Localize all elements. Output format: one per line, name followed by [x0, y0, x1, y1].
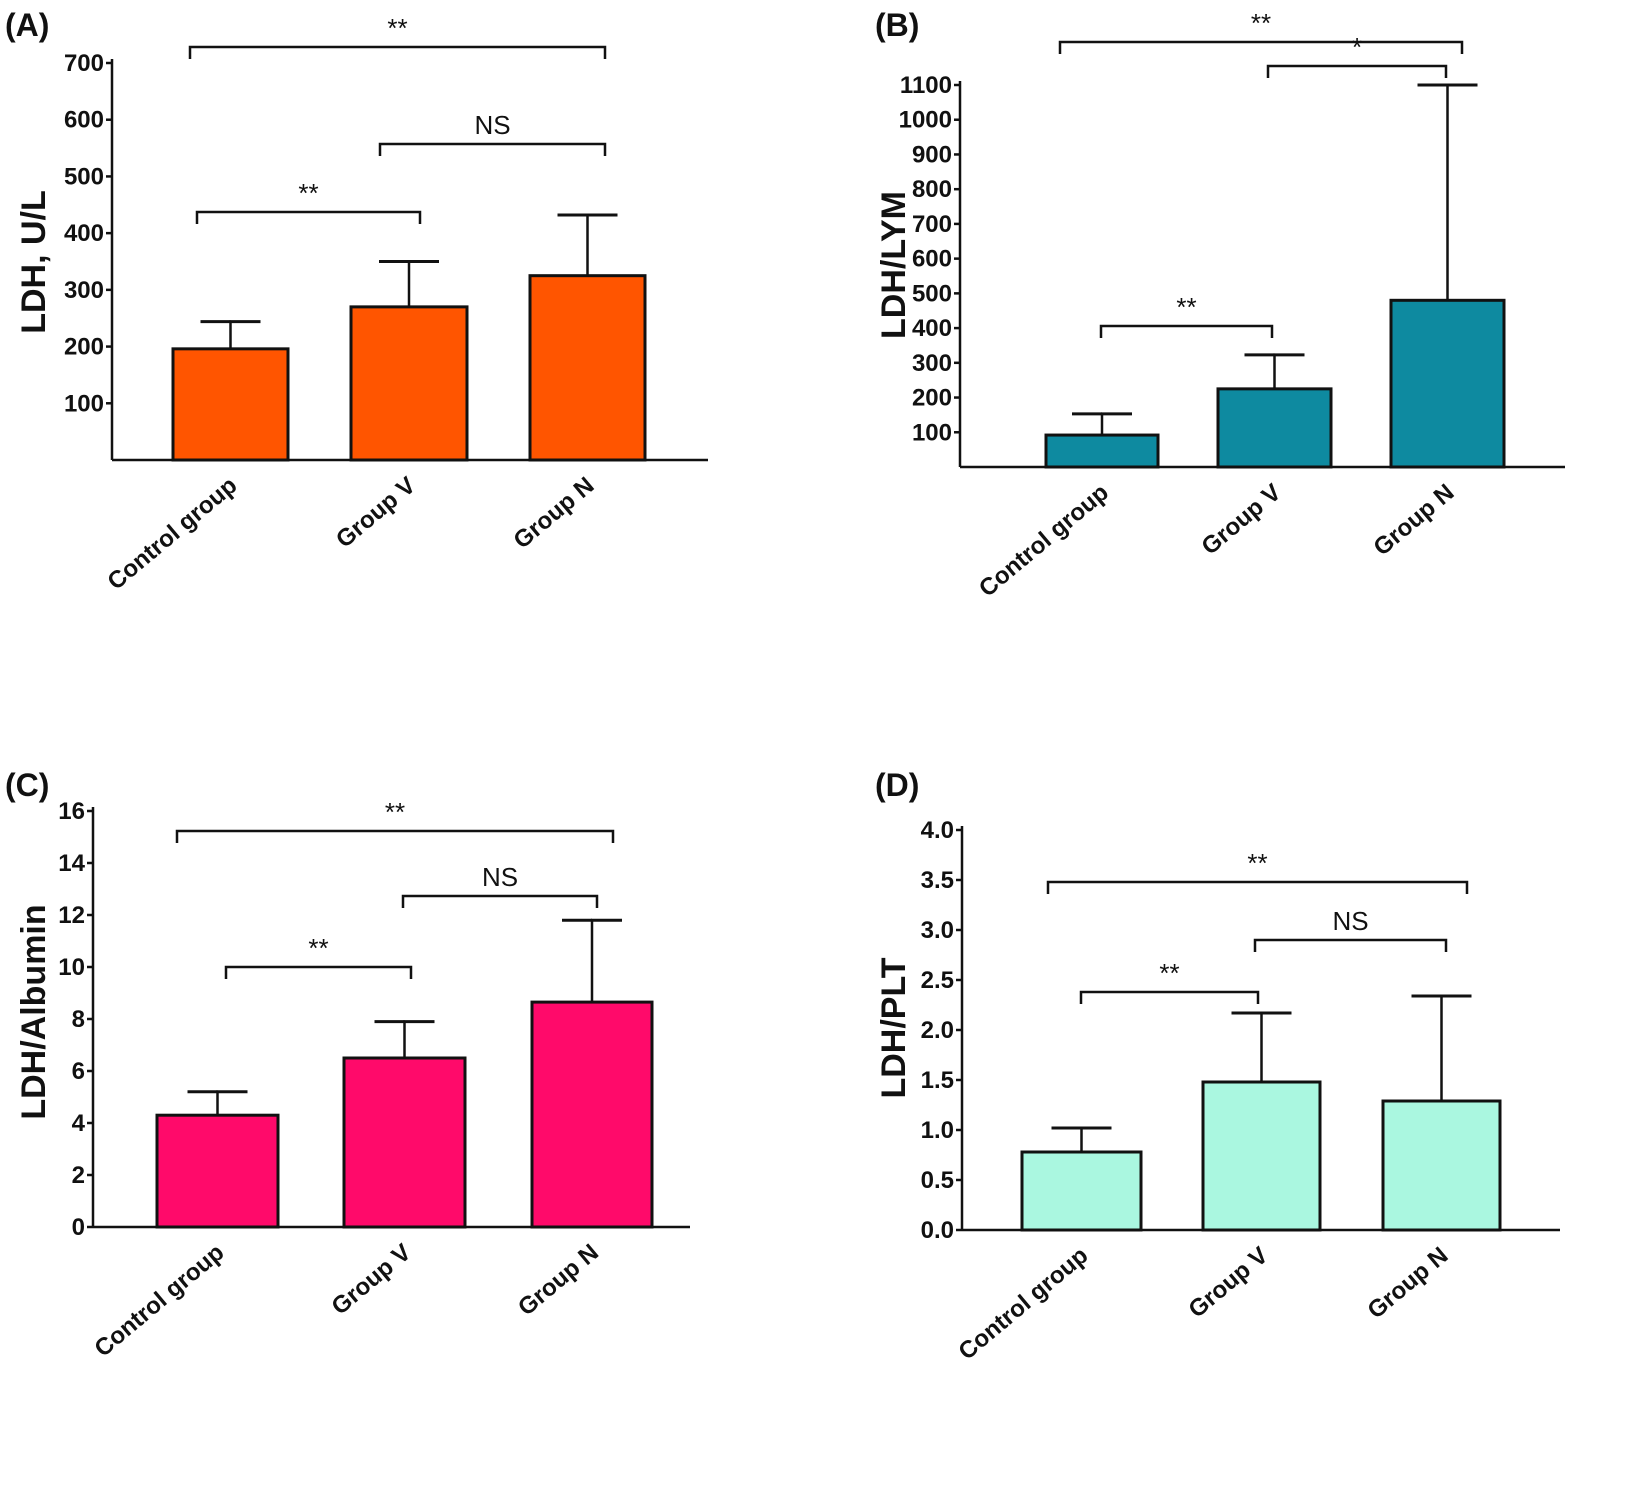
y-tick-label: 200	[912, 385, 952, 412]
x-category-label: Group V	[1196, 479, 1286, 561]
y-tick-label: 16	[58, 798, 85, 825]
panel-b: (B) LDH/LYM 100 200 300 400 500 600 700 800 900 100…	[875, 7, 1565, 602]
significance-label: NS	[1332, 906, 1368, 936]
y-axis-label: LDH/PLT	[875, 957, 913, 1098]
x-category-label: Control group	[102, 472, 242, 596]
significance-bracket	[1079, 990, 1260, 1004]
y-tick-label: 1.5	[921, 1067, 954, 1094]
y-tick-label: 600	[64, 107, 104, 134]
y-tick-label: 400	[912, 315, 952, 342]
y-tick-label: 100	[64, 390, 104, 417]
significance-label: **	[308, 933, 328, 963]
significance-label: **	[387, 13, 407, 43]
panel-label: (D)	[875, 767, 919, 803]
x-category-label: Control group	[953, 1242, 1093, 1366]
y-tick-label: 4	[72, 1110, 86, 1137]
x-category-label: Control group	[89, 1239, 229, 1363]
x-category-label: Group N	[1368, 479, 1459, 561]
significance-bracket	[175, 829, 615, 843]
y-tick-label: 6	[72, 1058, 85, 1085]
significance-bracket	[1058, 40, 1464, 54]
y-tick-label: 0	[72, 1214, 85, 1241]
panel-label: (A)	[5, 7, 49, 43]
bar	[1381, 1099, 1502, 1232]
significance-bracket	[1099, 324, 1274, 338]
significance-label: **	[298, 178, 318, 208]
significance-bracket	[224, 965, 413, 979]
y-tick-label: 300	[912, 350, 952, 377]
y-tick-label: 12	[58, 902, 85, 929]
y-tick-label: 2.0	[921, 1017, 954, 1044]
x-category-label: Group V	[331, 472, 421, 554]
y-axis-label: LDH/Albumin	[15, 904, 53, 1119]
significance-label: **	[1176, 292, 1196, 322]
y-tick-label: 3.0	[921, 917, 954, 944]
y-tick-label: 800	[912, 176, 952, 203]
bar	[530, 1000, 654, 1229]
bar	[171, 347, 290, 462]
bar	[528, 274, 647, 462]
bar	[1044, 433, 1160, 469]
x-category-label: Group V	[1183, 1242, 1273, 1324]
y-tick-label: 700	[912, 211, 952, 238]
bar	[342, 1056, 467, 1229]
significance-bracket	[1266, 64, 1448, 78]
bar	[1020, 1150, 1143, 1232]
bar	[1216, 387, 1333, 469]
panel-a: (A) LDH, U/L 100 200 300 400 500 600 700 Control …	[5, 7, 708, 595]
x-category-label: Group N	[1362, 1242, 1453, 1324]
x-category-label: Group V	[326, 1239, 416, 1321]
y-tick-label: 2	[72, 1162, 85, 1189]
y-tick-label: 500	[912, 280, 952, 307]
significance-bracket	[401, 894, 599, 908]
panel-label: (C)	[5, 767, 49, 803]
panel-c: (C) LDH/Albumin 0 2 4 6 8 10 12 14 16 Control group…	[5, 767, 690, 1362]
y-tick-label: 100	[912, 419, 952, 446]
significance-bracket	[188, 45, 607, 59]
y-tick-label: 14	[58, 850, 85, 877]
x-category-label: Group N	[508, 472, 599, 554]
bar	[1389, 298, 1506, 469]
significance-label: **	[385, 797, 405, 827]
y-tick-label: 2.5	[921, 967, 954, 994]
x-category-label: Group N	[513, 1239, 604, 1321]
y-tick-label: 1100	[900, 72, 952, 99]
significance-bracket	[378, 142, 607, 156]
y-tick-label: 4.0	[921, 817, 954, 844]
y-tick-label: 3.5	[921, 867, 954, 894]
y-tick-label: 0.5	[921, 1167, 954, 1194]
panel-label: (B)	[875, 7, 919, 43]
y-tick-label: 700	[64, 50, 104, 77]
bar	[349, 305, 469, 462]
y-tick-label: 8	[72, 1006, 85, 1033]
y-tick-label: 900	[912, 141, 952, 168]
panel-d: (D) LDH/PLT 0.0 0.5 1.0 1.5 2.0 2.5 3.0 3.5 4.0 Con…	[875, 767, 1560, 1365]
significance-label: *	[1352, 32, 1362, 62]
x-category-label: Control group	[974, 479, 1114, 603]
significance-label: **	[1247, 848, 1267, 878]
significance-label: NS	[474, 110, 510, 140]
significance-bracket	[1253, 938, 1448, 952]
y-tick-label: 1000	[899, 107, 952, 134]
y-tick-label: 600	[912, 246, 952, 273]
y-tick-label: 10	[58, 954, 85, 981]
y-tick-label: 1.0	[921, 1117, 954, 1144]
bar	[155, 1113, 280, 1229]
y-axis-label: LDH, U/L	[15, 190, 53, 334]
significance-bracket	[195, 210, 422, 224]
bar	[1201, 1080, 1322, 1232]
y-axis-label: LDH/LYM	[875, 191, 913, 339]
significance-label: **	[1251, 8, 1271, 38]
y-tick-label: 400	[64, 220, 104, 247]
significance-bracket	[1046, 880, 1469, 894]
y-tick-label: 0.0	[921, 1217, 954, 1244]
significance-label: NS	[482, 862, 518, 892]
significance-label: **	[1159, 958, 1179, 988]
y-tick-label: 200	[64, 334, 104, 361]
y-tick-label: 500	[64, 163, 104, 190]
y-tick-label: 300	[64, 277, 104, 304]
